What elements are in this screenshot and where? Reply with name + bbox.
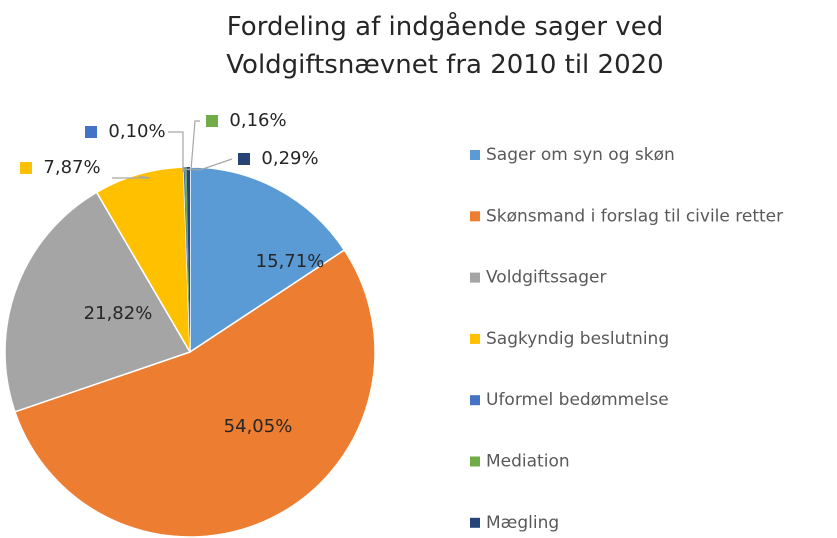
label-key <box>238 153 250 165</box>
leader-line <box>168 131 185 173</box>
legend-label: Skønsmand i forslag til civile retter <box>486 206 783 226</box>
legend-label: Sager om syn og skøn <box>486 145 675 165</box>
legend-label: Uformel bedømmelse <box>486 390 669 410</box>
legend-label: Mægling <box>486 513 559 533</box>
leader-line <box>112 175 151 179</box>
legend-key <box>470 456 480 467</box>
data-label: 15,71% <box>256 251 325 272</box>
legend-key <box>470 333 480 344</box>
pie-slice <box>183 167 190 352</box>
leader-line <box>188 158 233 171</box>
legend-label: Sagkyndig beslutning <box>486 329 669 349</box>
pie-slice <box>184 167 190 352</box>
pie-slice <box>13 249 376 538</box>
legend-key <box>470 150 480 160</box>
legend-key <box>470 395 480 406</box>
leader-line <box>185 120 200 171</box>
legend-label: Voldgiftssager <box>486 268 606 288</box>
chart-title: Fordeling af indgående sager ved Voldgif… <box>226 12 664 80</box>
legend-key <box>470 517 480 528</box>
pie-slice <box>4 191 192 413</box>
legend-key <box>470 272 480 283</box>
legend-label: Mediation <box>486 452 570 472</box>
data-label: 0,10% <box>108 121 165 142</box>
data-label: 54,05% <box>224 416 293 437</box>
data-label: 21,82% <box>84 303 153 324</box>
data-label: 7,87% <box>43 157 100 178</box>
legend-key <box>470 211 480 222</box>
label-key <box>20 162 32 174</box>
pie-slice <box>186 167 190 352</box>
label-key <box>206 115 218 127</box>
data-label: 0,16% <box>229 110 286 131</box>
pie-slice <box>95 166 191 353</box>
data-label: 0,29% <box>261 148 318 169</box>
label-key <box>85 126 97 138</box>
